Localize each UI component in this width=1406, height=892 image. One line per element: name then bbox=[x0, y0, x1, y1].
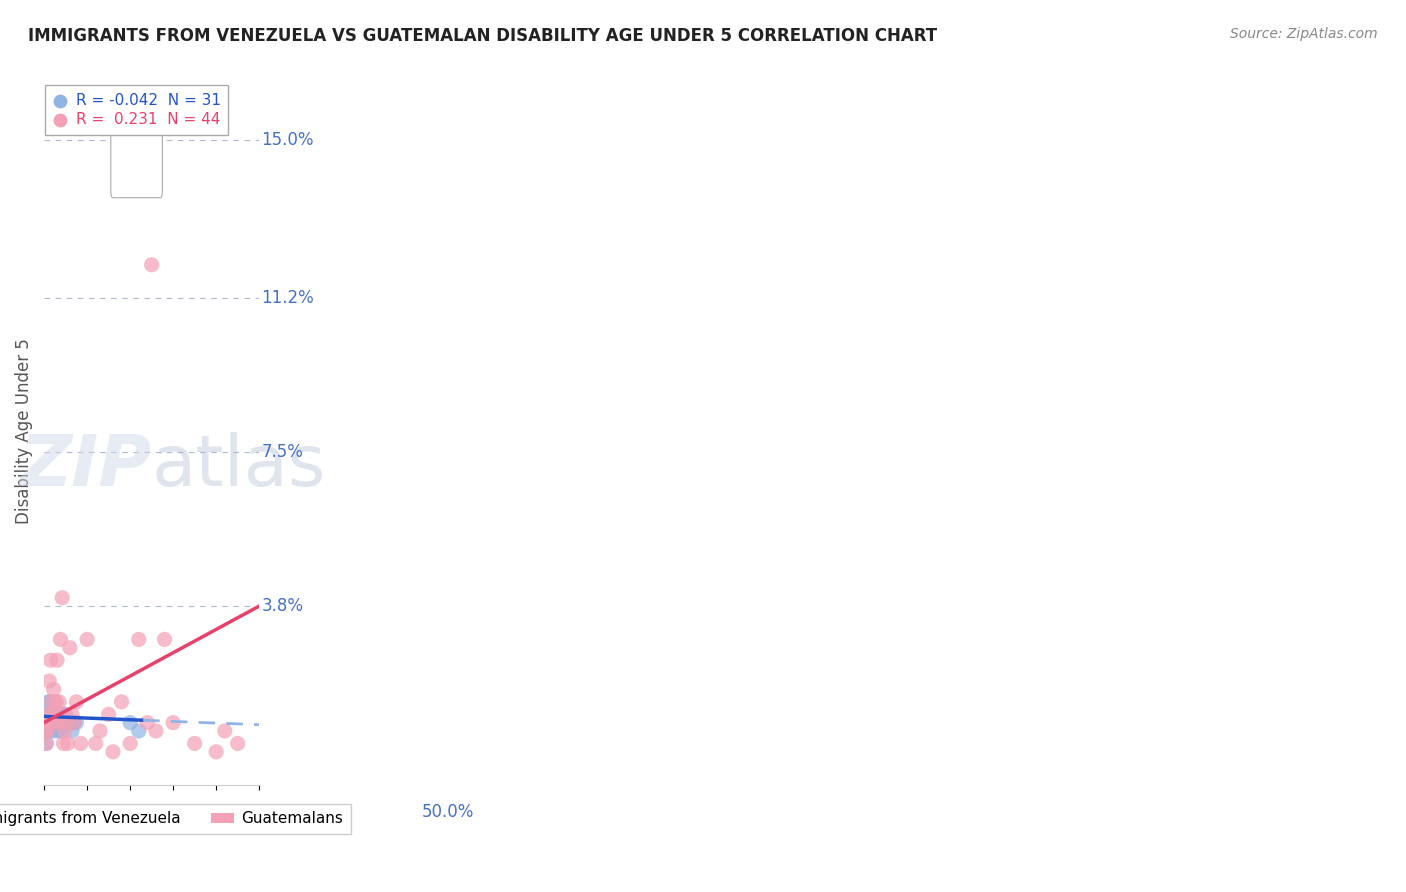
Point bbox=[45, 707, 67, 722]
Point bbox=[37, 695, 59, 709]
Point bbox=[35, 736, 58, 750]
Point bbox=[48, 695, 70, 709]
Point bbox=[136, 715, 159, 730]
Point bbox=[51, 591, 73, 605]
Text: 0.0%: 0.0% bbox=[44, 803, 86, 821]
Point bbox=[44, 695, 66, 709]
Point bbox=[37, 707, 59, 722]
Text: 15.0%: 15.0% bbox=[262, 131, 314, 149]
Point bbox=[41, 695, 63, 709]
Point bbox=[38, 673, 60, 688]
Point bbox=[53, 715, 76, 730]
Point bbox=[39, 653, 62, 667]
Point bbox=[55, 715, 77, 730]
Point bbox=[76, 632, 98, 647]
Point bbox=[145, 723, 167, 738]
Point bbox=[44, 715, 66, 730]
Point bbox=[205, 745, 228, 759]
Point bbox=[89, 723, 111, 738]
Point bbox=[37, 715, 59, 730]
Point bbox=[60, 707, 83, 722]
Point bbox=[39, 695, 62, 709]
Point bbox=[37, 707, 59, 722]
Point bbox=[46, 723, 69, 738]
Point bbox=[56, 715, 79, 730]
Point bbox=[35, 723, 58, 738]
Point bbox=[39, 707, 62, 722]
Point bbox=[84, 736, 107, 750]
Point bbox=[162, 715, 184, 730]
Legend: Immigrants from Venezuela, Guatemalans: Immigrants from Venezuela, Guatemalans bbox=[0, 804, 352, 834]
Point bbox=[97, 707, 120, 722]
Point bbox=[52, 736, 75, 750]
Text: 7.5%: 7.5% bbox=[262, 443, 304, 461]
Point bbox=[41, 715, 63, 730]
Point bbox=[34, 723, 56, 738]
Point bbox=[128, 632, 150, 647]
Point bbox=[51, 707, 73, 722]
Point bbox=[53, 723, 76, 738]
Point bbox=[63, 715, 86, 730]
Point bbox=[120, 736, 142, 750]
Point bbox=[153, 632, 176, 647]
Point bbox=[63, 715, 86, 730]
Point bbox=[42, 707, 65, 722]
Point bbox=[49, 715, 72, 730]
Text: IMMIGRANTS FROM VENEZUELA VS GUATEMALAN DISABILITY AGE UNDER 5 CORRELATION CHART: IMMIGRANTS FROM VENEZUELA VS GUATEMALAN … bbox=[28, 27, 938, 45]
Text: Source: ZipAtlas.com: Source: ZipAtlas.com bbox=[1230, 27, 1378, 41]
Point bbox=[55, 707, 77, 722]
Point bbox=[48, 707, 70, 722]
Y-axis label: Disability Age Under 5: Disability Age Under 5 bbox=[15, 338, 32, 524]
Point bbox=[226, 736, 249, 750]
Point bbox=[41, 723, 63, 738]
Point bbox=[51, 707, 73, 722]
Point bbox=[120, 715, 142, 730]
Point bbox=[51, 723, 73, 738]
Point bbox=[128, 723, 150, 738]
Point bbox=[35, 736, 58, 750]
Point bbox=[46, 715, 69, 730]
Point bbox=[59, 640, 82, 655]
Text: 3.8%: 3.8% bbox=[262, 597, 304, 615]
Point bbox=[110, 695, 132, 709]
Point bbox=[183, 736, 205, 750]
Point bbox=[214, 723, 236, 738]
Point bbox=[45, 695, 67, 709]
Text: 11.2%: 11.2% bbox=[262, 289, 314, 307]
Point bbox=[46, 715, 69, 730]
Point bbox=[59, 715, 82, 730]
Point bbox=[38, 723, 60, 738]
Point bbox=[46, 653, 69, 667]
Point bbox=[37, 723, 59, 738]
Point bbox=[41, 707, 63, 722]
Point bbox=[52, 715, 75, 730]
Text: ZIP: ZIP bbox=[20, 432, 152, 501]
Text: 50.0%: 50.0% bbox=[422, 803, 474, 821]
Point bbox=[60, 723, 83, 738]
Point bbox=[34, 715, 56, 730]
Point bbox=[44, 715, 66, 730]
Point bbox=[56, 736, 79, 750]
Point bbox=[49, 632, 72, 647]
FancyBboxPatch shape bbox=[111, 120, 163, 198]
Point bbox=[141, 258, 163, 272]
Point bbox=[69, 736, 91, 750]
Point bbox=[42, 682, 65, 697]
Point bbox=[101, 745, 124, 759]
Point bbox=[35, 715, 58, 730]
Text: atlas: atlas bbox=[152, 432, 326, 501]
Point bbox=[65, 715, 87, 730]
Point bbox=[65, 695, 87, 709]
